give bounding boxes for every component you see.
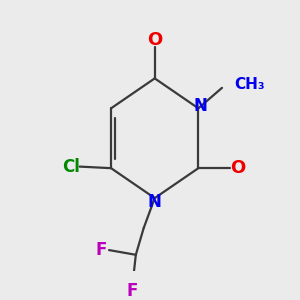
Text: O: O bbox=[230, 159, 245, 177]
Text: CH₃: CH₃ bbox=[234, 76, 265, 92]
Text: O: O bbox=[147, 31, 162, 49]
Text: Cl: Cl bbox=[62, 158, 80, 175]
Text: F: F bbox=[127, 282, 138, 300]
Text: N: N bbox=[194, 97, 208, 115]
Text: F: F bbox=[95, 241, 107, 259]
Text: N: N bbox=[148, 193, 162, 211]
